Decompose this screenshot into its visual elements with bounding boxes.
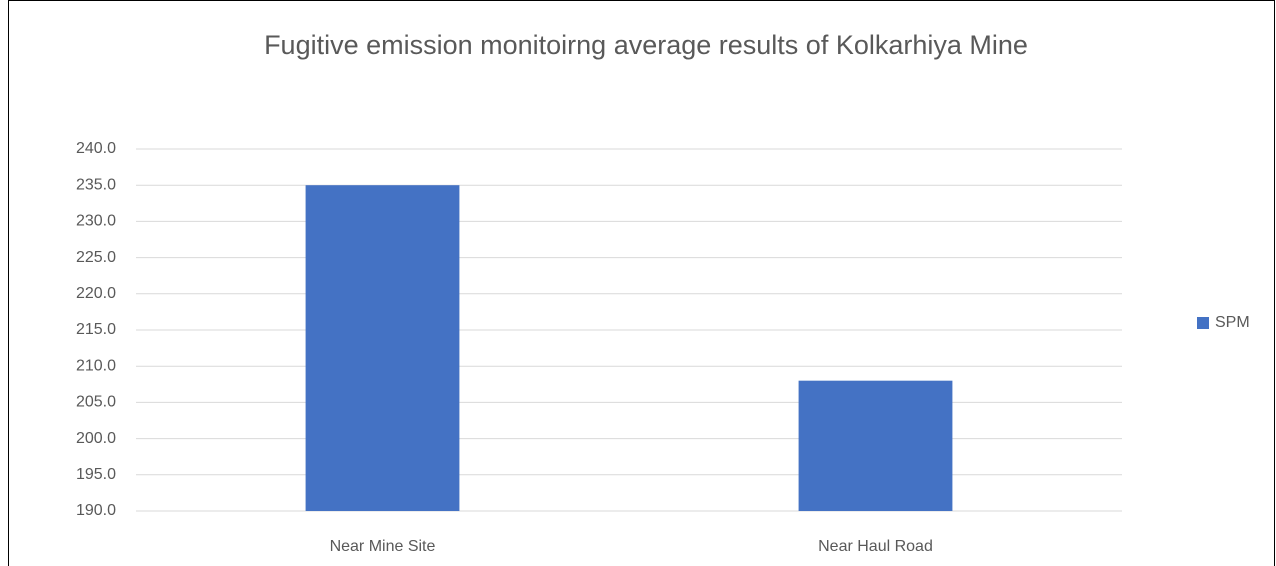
- y-tick-label: 210.0: [76, 357, 116, 374]
- y-tick-label: 235.0: [76, 176, 116, 193]
- legend-swatch: [1197, 317, 1209, 329]
- y-tick-label: 215.0: [76, 321, 116, 338]
- y-tick-label: 190.0: [76, 502, 116, 519]
- y-tick-label: 200.0: [76, 430, 116, 447]
- chart-border: [8, 0, 1275, 566]
- bar: [798, 380, 953, 511]
- x-tick-label: Near Mine Site: [330, 538, 436, 555]
- legend-label: SPM: [1215, 314, 1250, 331]
- x-tick-label: Near Haul Road: [818, 538, 933, 555]
- y-tick-label: 230.0: [76, 213, 116, 230]
- y-tick-label: 205.0: [76, 394, 116, 411]
- y-tick-label: 240.0: [76, 140, 116, 157]
- bar: [305, 185, 460, 511]
- y-tick-label: 220.0: [76, 285, 116, 302]
- y-tick-label: 195.0: [76, 466, 116, 483]
- y-tick-label: 225.0: [76, 249, 116, 266]
- chart-title: Fugitive emission monitoirng average res…: [264, 30, 1028, 60]
